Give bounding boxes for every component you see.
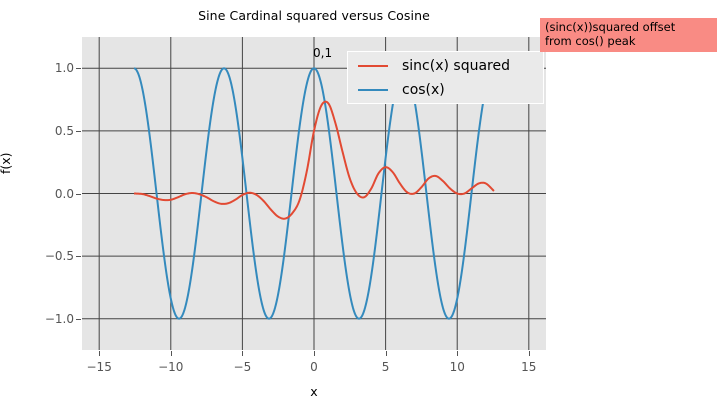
peak-point-label: 0,1 xyxy=(313,46,333,60)
legend-swatch-sinc xyxy=(358,65,388,67)
y-tick-label: 0.5 xyxy=(54,123,74,138)
x-tick-label: 0 xyxy=(310,360,318,374)
legend-item-cos[interactable]: cos(x) xyxy=(348,77,445,103)
x-tick-label: −5 xyxy=(233,360,252,374)
y-tick-mark xyxy=(76,193,81,195)
callout-line-1: (sinc(x))squared offset xyxy=(545,20,676,34)
x-tick-label: −15 xyxy=(86,360,112,374)
y-axis-label: f(x) xyxy=(0,152,13,174)
x-axis-label: x xyxy=(310,384,318,399)
y-tick-mark xyxy=(76,130,81,132)
sinc-squared-curve-path xyxy=(133,100,495,220)
x-tick-mark xyxy=(170,351,172,356)
chart-title: Sine Cardinal squared versus Cosine xyxy=(198,8,430,23)
legend-label-sinc: sinc(x) squared xyxy=(402,58,510,74)
x-tick-mark xyxy=(99,351,101,356)
x-tick-mark xyxy=(385,351,387,356)
legend-swatch-cos xyxy=(358,89,388,91)
x-tick-label: 10 xyxy=(449,360,465,374)
x-tick-label: 5 xyxy=(381,360,390,374)
y-tick-mark xyxy=(76,318,81,320)
y-tick-label: −0.5 xyxy=(44,249,74,264)
y-tick-label: 1.0 xyxy=(54,61,74,76)
x-tick-mark xyxy=(314,351,315,356)
callout-annotation: (sinc(x))squared offset from cos() peak xyxy=(540,18,717,53)
chart-legend: sinc(x) squared cos(x) xyxy=(347,51,544,104)
x-tick-label: 15 xyxy=(521,360,537,374)
x-tick-mark xyxy=(457,351,459,356)
legend-label-cos: cos(x) xyxy=(402,82,445,98)
y-tick-label: −1.0 xyxy=(44,311,74,326)
x-tick-mark xyxy=(242,351,244,356)
y-tick-label: 0.0 xyxy=(54,186,74,201)
x-tick-mark xyxy=(528,351,530,356)
y-tick-mark xyxy=(76,68,81,70)
y-tick-mark xyxy=(76,256,81,258)
plot-canvas xyxy=(82,37,546,350)
legend-item-sinc[interactable]: sinc(x) squared xyxy=(348,53,510,79)
x-tick-label: −10 xyxy=(158,360,184,374)
callout-line-2: from cos() peak xyxy=(545,33,636,48)
cos-curve-path xyxy=(133,67,495,320)
